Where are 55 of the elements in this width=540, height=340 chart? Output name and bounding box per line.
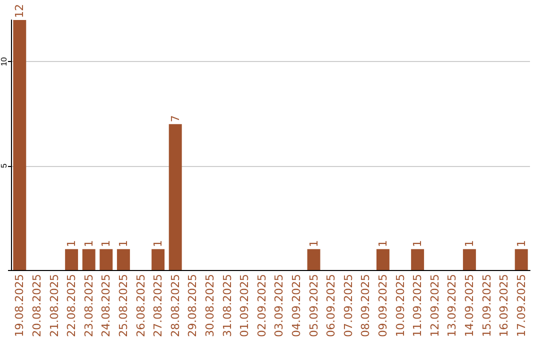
bar <box>65 249 78 270</box>
bar <box>152 249 165 270</box>
bar <box>411 249 424 270</box>
x-tick-label: 14.09.2025 <box>462 274 476 337</box>
x-tick-label: 20.08.2025 <box>30 274 44 337</box>
y-tick-label: 5 <box>0 163 8 168</box>
x-tick-label: 27.08.2025 <box>152 274 165 337</box>
data-label: 1 <box>411 240 424 248</box>
y-tick-label: 10 <box>0 56 8 66</box>
data-label: 1 <box>82 240 96 248</box>
data-label: 1 <box>65 240 78 248</box>
x-tick-label: 24.08.2025 <box>100 274 113 337</box>
x-tick-label: 26.08.2025 <box>134 274 148 337</box>
x-tick-label: 04.09.2025 <box>290 274 303 337</box>
x-tick-label: 01.09.2025 <box>238 274 252 337</box>
x-tick-label: 22.08.2025 <box>65 274 78 337</box>
data-label: 1 <box>116 240 130 248</box>
x-tick-label: 17.09.2025 <box>514 274 528 337</box>
x-tick-label: 06.09.2025 <box>324 274 338 337</box>
bar <box>514 249 528 270</box>
data-label: 1 <box>462 240 476 248</box>
data-label: 1 <box>307 240 320 248</box>
x-tick-label: 15.09.2025 <box>480 274 494 337</box>
data-label: 1 <box>514 240 528 248</box>
x-tick-label: 23.08.2025 <box>82 274 96 337</box>
bar <box>116 249 130 270</box>
data-label: 7 <box>168 115 182 122</box>
bar <box>100 249 113 270</box>
x-tick-label: 21.08.2025 <box>48 274 61 337</box>
x-tick-label: 11.09.2025 <box>411 274 424 337</box>
x-tick-label: 02.09.2025 <box>255 274 268 337</box>
x-tick-label: 08.09.2025 <box>359 274 372 337</box>
x-tick-label: 12.09.2025 <box>428 274 442 337</box>
data-label: 1 <box>152 240 165 248</box>
x-tick-label: 07.09.2025 <box>342 274 355 337</box>
bar <box>307 249 320 270</box>
bar <box>168 124 182 270</box>
x-tick-label: 10.09.2025 <box>394 274 407 337</box>
x-tick-label: 05.09.2025 <box>307 274 320 337</box>
x-tick-label: 13.09.2025 <box>446 274 459 337</box>
x-tick-label: 19.08.2025 <box>13 274 26 337</box>
data-label: 1 <box>376 240 390 248</box>
x-tick-label: 03.09.2025 <box>272 274 286 337</box>
x-tick-label: 30.08.2025 <box>203 274 216 337</box>
x-tick-label: 31.08.2025 <box>220 274 234 337</box>
bar <box>462 249 476 270</box>
bar <box>376 249 390 270</box>
data-label: 1 <box>100 240 113 248</box>
x-tick-label: 09.09.2025 <box>376 274 390 337</box>
x-tick-label: 25.08.2025 <box>116 274 130 337</box>
x-tick-label: 28.08.2025 <box>168 274 182 337</box>
x-tick-label: 16.09.2025 <box>498 274 511 337</box>
data-label: 12 <box>13 4 26 18</box>
bar <box>82 249 96 270</box>
x-tick-label: 29.08.2025 <box>186 274 200 337</box>
